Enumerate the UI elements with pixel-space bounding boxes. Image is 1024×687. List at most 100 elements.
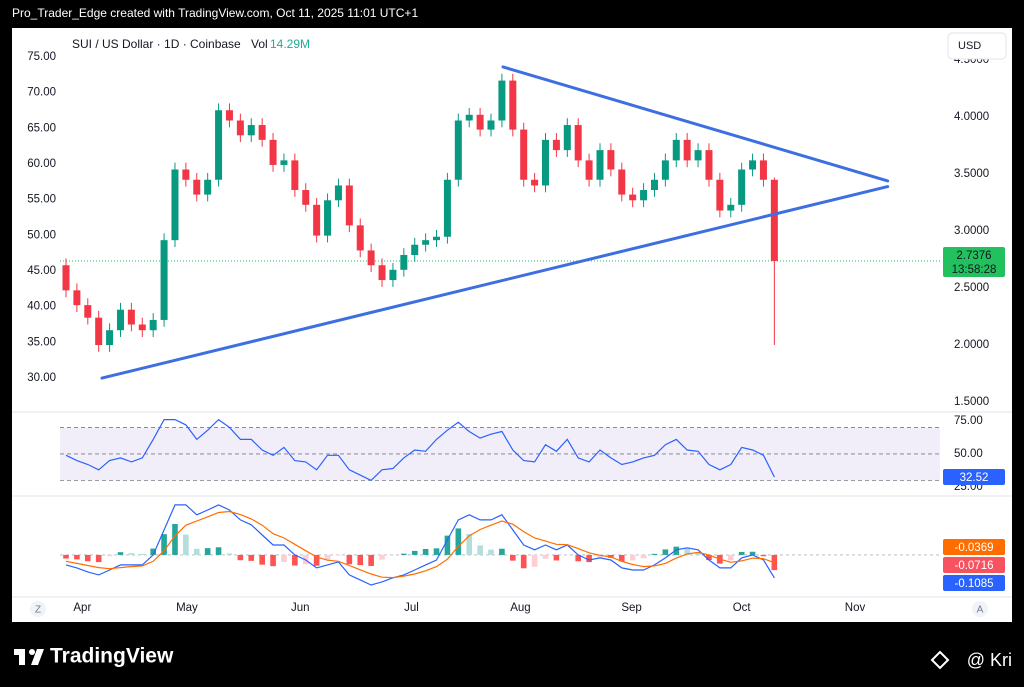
- histogram-bar: [368, 554, 374, 566]
- histogram-bar: [95, 554, 102, 563]
- candle-body: [476, 114, 484, 130]
- histogram-bar: [640, 554, 647, 559]
- histogram-bar: [183, 534, 189, 555]
- candle-body: [596, 150, 604, 180]
- histogram-value-label: -0.0716: [954, 560, 993, 572]
- logo-shape: [29, 649, 35, 655]
- candle-body: [498, 80, 506, 121]
- candle-body: [171, 169, 179, 241]
- candle-body: [607, 150, 615, 170]
- y-tick-label: 65.00: [27, 122, 56, 134]
- currency-button[interactable]: [947, 32, 1007, 60]
- histogram-bar: [727, 554, 734, 561]
- candle-body: [73, 290, 81, 306]
- candle-body: [138, 324, 146, 331]
- histogram-bar: [444, 535, 451, 555]
- histogram-bar: [760, 554, 767, 557]
- candle-body: [640, 190, 648, 201]
- candle-body: [672, 139, 680, 161]
- candle-body: [378, 265, 386, 281]
- candle-body: [84, 305, 92, 318]
- histogram-bar: [63, 554, 69, 559]
- macd-value-label: -0.1085: [954, 578, 993, 590]
- histogram-bar: [401, 553, 407, 555]
- histogram-bar: [357, 554, 364, 566]
- histogram-bar: [313, 554, 320, 566]
- candle-body: [585, 160, 593, 180]
- histogram-bar: [248, 554, 255, 561]
- symbol-title: SUI / US Dollar · 1D · Coinbase: [72, 37, 241, 51]
- candle-body: [574, 125, 582, 161]
- rsi-line: [65, 418, 775, 482]
- y-tick-label: 3.5000: [954, 168, 989, 180]
- candle-body: [160, 240, 168, 320]
- y-tick-label: 2.5000: [954, 282, 989, 294]
- histogram-bar: [84, 554, 91, 562]
- y-tick-label: 3.0000: [954, 225, 989, 237]
- y-tick-label: 4.0000: [954, 111, 989, 123]
- histogram-bar: [684, 548, 690, 555]
- macd-line: [65, 504, 775, 586]
- histogram-bar: [411, 550, 418, 555]
- volume-value: 14.29M: [270, 37, 310, 51]
- candle-body: [629, 194, 637, 201]
- histogram-bar: [324, 554, 331, 560]
- histogram-bar: [292, 554, 298, 566]
- candle-body: [193, 179, 201, 195]
- x-tick-label: Sep: [621, 602, 641, 614]
- candle-body: [182, 169, 190, 180]
- y-tick-label: 55.00: [27, 194, 56, 206]
- histogram-bar: [586, 554, 592, 563]
- histogram-bar: [193, 548, 200, 555]
- scale-button-label[interactable]: A: [977, 605, 984, 616]
- candle-body: [716, 179, 724, 211]
- y-tick-label: 50.00: [27, 229, 56, 241]
- candle-body: [345, 185, 353, 226]
- scale-button[interactable]: [30, 601, 46, 617]
- signal-value-label-box: [943, 539, 1005, 555]
- histogram-bar: [346, 554, 353, 565]
- candle-body: [454, 120, 462, 180]
- histogram-bar: [488, 549, 494, 555]
- candle-body: [324, 200, 332, 236]
- histogram-bar: [597, 554, 603, 558]
- rsi-value-label-box: [943, 469, 1005, 486]
- histogram-bar: [651, 553, 658, 555]
- candle-body: [552, 139, 560, 151]
- histogram-bar: [335, 554, 342, 556]
- histogram-bar: [117, 552, 124, 555]
- candle-body: [520, 129, 528, 180]
- candle-body: [443, 179, 451, 237]
- candle-body: [618, 169, 626, 195]
- histogram-value-label-box: [943, 557, 1005, 573]
- candle-body: [204, 179, 212, 195]
- candle-body: [650, 179, 658, 191]
- histogram-bar: [695, 552, 701, 555]
- histogram-bar: [575, 554, 581, 562]
- scale-button-label[interactable]: Z: [35, 605, 41, 616]
- histogram-bar: [161, 534, 167, 555]
- y-tick-label: 40.00: [27, 301, 56, 313]
- candle-body: [302, 190, 310, 205]
- histogram-bar: [106, 554, 113, 557]
- histogram-bar: [738, 551, 745, 555]
- candle-body: [334, 185, 342, 201]
- x-tick-label: Oct: [733, 602, 752, 614]
- histogram-bar: [477, 545, 483, 555]
- y-tick-label: 35.00: [27, 336, 56, 348]
- y-tick-label: 70.00: [27, 87, 56, 99]
- candle-body: [106, 330, 114, 346]
- histogram-bar: [466, 533, 473, 555]
- histogram-bar: [379, 554, 385, 560]
- scale-button[interactable]: [972, 601, 988, 617]
- logo-shape: [19, 649, 25, 665]
- candle-body: [356, 225, 364, 251]
- rsi-value-label: 32.52: [960, 472, 989, 484]
- candle-body: [509, 80, 517, 130]
- histogram-bar: [433, 548, 440, 555]
- candle-body: [367, 250, 375, 266]
- currency-label[interactable]: USD: [958, 40, 981, 52]
- plot: 1.50002.00002.50003.00003.50004.00004.50…: [27, 51, 1005, 614]
- histogram-bar: [74, 554, 80, 560]
